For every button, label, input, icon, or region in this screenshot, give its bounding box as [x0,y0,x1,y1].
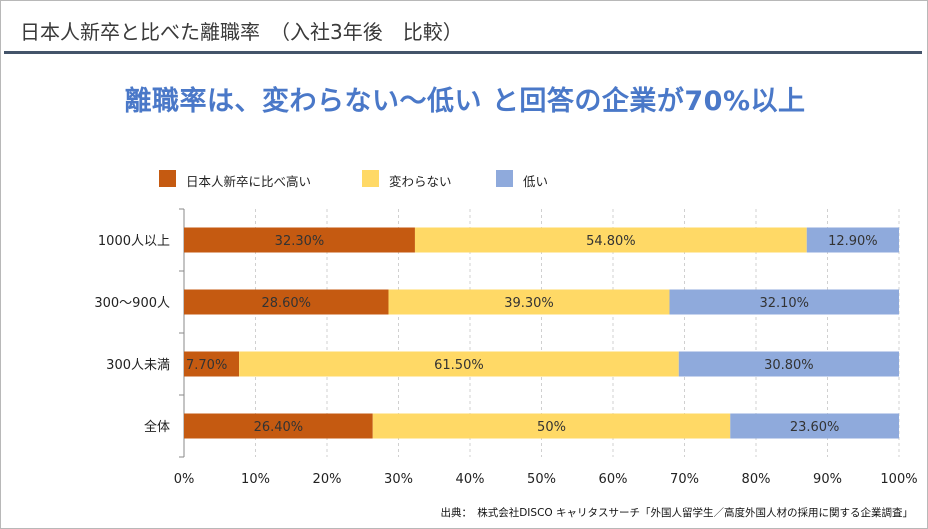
data-label: 26.40% [254,420,304,435]
headline: 離職率は、変わらない～低い と回答の企業が70%以上 [124,86,806,117]
bar-segment [239,351,679,377]
legend-swatch-higher [159,170,176,187]
x-tick-label: 0% [174,472,195,487]
x-tick-label: 50% [527,472,556,487]
bar-segment [730,413,899,439]
x-tick-label: 60% [599,472,628,487]
x-tick-label: 10% [241,472,270,487]
data-label: 50% [537,420,566,435]
legend-label-lower: 低い [523,174,549,189]
x-tick-label: 20% [313,472,342,487]
category-label: 1000人以上 [98,234,170,249]
data-label: 23.60% [790,420,840,435]
data-label: 28.60% [261,296,311,311]
x-tick-label: 40% [456,472,485,487]
bar-segment [184,351,240,377]
data-label: 30.80% [764,358,814,373]
data-label: 12.90% [828,234,878,249]
x-tick-label: 100% [880,472,917,487]
x-tick-label: 80% [742,472,771,487]
data-label: 54.80% [586,234,636,249]
bar-segment [388,289,670,315]
x-tick-label: 90% [813,472,842,487]
legend-label-same: 変わらない [389,174,452,189]
bar-segment [669,289,899,315]
bar-segment [806,227,899,253]
header-bar: 日本人新卒と比べた離職率 （入社3年後 比較） [4,4,922,54]
source-note: 出典： 株式会社DISCO キャリタスサーチ「外国人留学生／高度外国人材の採用に… [440,507,913,519]
bar-segment [184,413,373,439]
data-label: 32.10% [759,296,809,311]
page-title: 日本人新卒と比べた離職率 （入社3年後 比較） [20,20,463,44]
legend-swatch-same [362,170,379,187]
bar-segment [414,227,807,253]
category-label: 全体 [144,419,170,435]
x-tick-label: 30% [384,472,413,487]
data-label: 61.50% [434,358,484,373]
legend-swatch-lower [496,170,513,187]
legend-label-higher: 日本人新卒に比べ高い [186,174,312,189]
bar-segment [678,351,899,377]
bar-segment [184,289,389,315]
data-label: 39.30% [504,296,554,311]
bar-segment [184,227,415,253]
bar-segment [372,413,731,439]
x-tick-label: 70% [670,472,699,487]
category-label: 300～900人 [94,296,170,311]
data-label: 7.70% [186,358,227,373]
category-label: 300人未満 [106,358,170,373]
data-label: 32.30% [275,234,325,249]
